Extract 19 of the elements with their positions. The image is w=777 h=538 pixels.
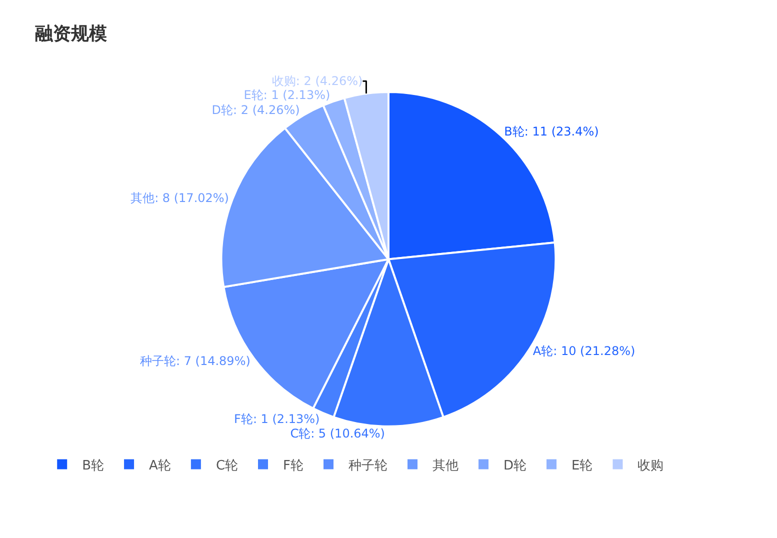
data-label: B轮: 11 (23.4%) <box>504 124 599 138</box>
data-label: D轮: 2 (4.26%) <box>212 103 300 118</box>
legend-label: E轮 <box>572 458 593 474</box>
data-label: 其他: 8 (17.02%) <box>130 191 229 206</box>
legend-label: A轮 <box>149 458 171 474</box>
legend-label: 收购 <box>638 458 664 474</box>
legend-label: D轮 <box>504 458 527 474</box>
legend-label: B轮 <box>82 458 104 474</box>
data-label: C轮: 5 (10.64%) <box>290 426 385 440</box>
chart-title: 融资规模 <box>34 24 107 44</box>
data-label: 种子轮: 7 (14.89%) <box>140 354 250 368</box>
data-label: 收购: 2 (4.26%) <box>272 74 363 88</box>
data-label: E轮: 1 (2.13%) <box>244 88 330 102</box>
legend-label: 其他 <box>432 458 458 474</box>
data-label: F轮: 1 (2.13%) <box>234 412 320 426</box>
legend-label: C轮 <box>216 458 238 474</box>
legend-label: 种子轮 <box>348 458 388 474</box>
data-label: A轮: 10 (21.28%) <box>532 344 636 358</box>
legend-label: F轮 <box>283 458 304 474</box>
